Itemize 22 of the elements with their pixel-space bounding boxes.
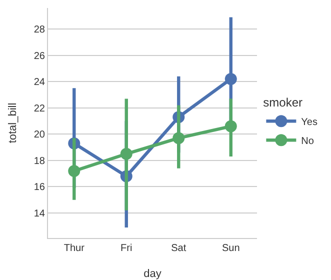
- x-tick-label: Sun: [222, 243, 240, 254]
- y-tick-label: 14: [34, 208, 46, 220]
- legend-label: Yes: [301, 117, 318, 128]
- point: [224, 120, 237, 132]
- point: [172, 132, 185, 144]
- y-tick-label: 18: [34, 156, 46, 167]
- y-tick-label: 26: [34, 50, 46, 62]
- point: [120, 148, 132, 160]
- point: [68, 164, 80, 177]
- x-tick-label: Sat: [171, 243, 186, 254]
- y-axis-title: total_bill: [7, 102, 19, 144]
- x-axis-title: day: [144, 268, 162, 280]
- y-tick-label: 24: [34, 77, 46, 88]
- x-tick-label: Thur: [64, 243, 86, 254]
- legend-title: smoker: [263, 96, 303, 110]
- x-tick-label: Fri: [120, 243, 132, 254]
- point: [224, 72, 237, 85]
- y-tick-label: 28: [34, 24, 46, 36]
- y-tick-label: 20: [34, 130, 46, 141]
- y-tick-label: 22: [34, 103, 46, 114]
- y-tick-label: 16: [34, 182, 46, 194]
- legend-label: No: [301, 136, 314, 147]
